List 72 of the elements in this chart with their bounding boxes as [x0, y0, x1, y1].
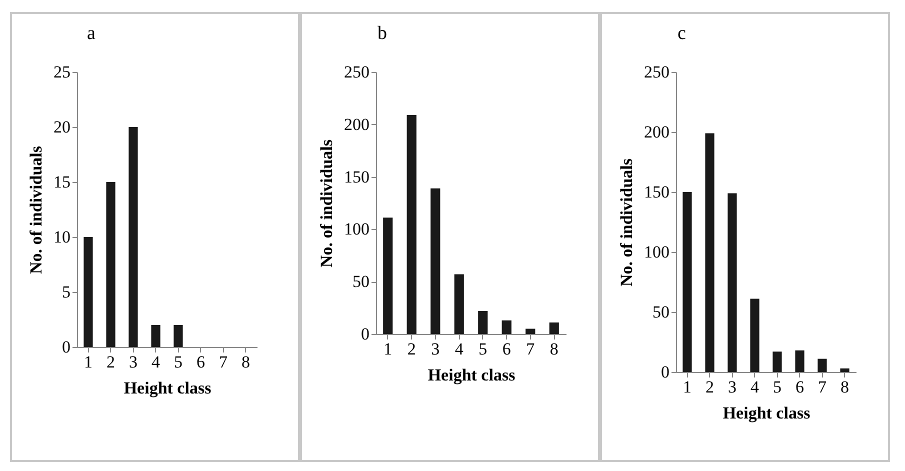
bar	[430, 188, 440, 334]
bar	[478, 310, 488, 334]
y-axis-title: No. of individuals	[317, 139, 336, 268]
x-tick-label: 6	[196, 352, 205, 372]
bar	[84, 237, 93, 347]
x-tick-label: 5	[478, 340, 488, 358]
x-axis-title: Height class	[124, 378, 212, 398]
bar	[705, 133, 714, 372]
x-tick-label: 4	[454, 340, 464, 358]
bar	[502, 320, 512, 334]
x-tick-label: 3	[129, 352, 138, 372]
y-tick-label: 0	[661, 362, 670, 382]
chart-title: b	[378, 23, 387, 44]
x-axis-title: Height class	[722, 404, 811, 422]
x-tick-label: 1	[84, 352, 92, 372]
bar	[750, 298, 760, 372]
y-tick-label: 0	[62, 338, 70, 356]
y-tick-label: 200	[644, 122, 670, 142]
y-tick-label: 0	[361, 324, 370, 344]
bar	[772, 352, 782, 372]
y-tick-label: 250	[644, 62, 670, 82]
y-tick-label: 25	[54, 62, 70, 82]
y-tick-label: 50	[352, 272, 370, 292]
x-tick-label: 4	[152, 352, 160, 372]
x-tick-label: 2	[106, 352, 115, 372]
y-tick-label: 250	[344, 62, 370, 82]
x-tick-label: 7	[818, 378, 827, 396]
x-tick-label: 1	[683, 378, 692, 396]
y-tick-label: 200	[344, 114, 370, 134]
bar	[526, 328, 536, 334]
y-tick-label: 10	[54, 228, 70, 246]
bar	[106, 182, 116, 347]
bar	[728, 193, 737, 372]
y-tick-label: 150	[644, 182, 670, 202]
bar	[406, 114, 416, 334]
y-axis-title: No. of individuals	[617, 158, 636, 287]
y-tick-label: 20	[54, 118, 70, 136]
x-tick-label: 8	[242, 352, 250, 372]
x-tick-label: 5	[773, 378, 782, 396]
bar	[454, 274, 464, 334]
bar	[840, 368, 850, 372]
x-tick-label: 8	[550, 340, 558, 358]
bar	[128, 127, 138, 347]
y-tick-label: 5	[62, 282, 70, 302]
x-tick-label: 7	[219, 352, 228, 372]
chart-title: a	[87, 23, 96, 44]
bar	[795, 350, 804, 372]
y-tick-label: 50	[652, 302, 670, 322]
x-tick-label: 8	[840, 378, 849, 396]
y-tick-label: 150	[344, 167, 370, 186]
y-tick-label: 100	[644, 242, 670, 262]
y-axis-title: No. of individuals	[26, 146, 46, 274]
bar	[174, 325, 183, 347]
x-tick-label: 1	[384, 340, 392, 358]
x-tick-label: 4	[750, 378, 760, 396]
bar	[818, 358, 827, 372]
y-tick-label: 100	[344, 220, 370, 239]
x-tick-label: 7	[526, 340, 536, 358]
x-tick-label: 2	[407, 340, 416, 358]
x-tick-label: 6	[502, 340, 511, 358]
y-tick-label: 15	[54, 172, 70, 192]
x-tick-label: 6	[796, 378, 804, 396]
x-tick-label: 2	[706, 378, 714, 396]
x-tick-label: 3	[728, 378, 736, 396]
chart-title: c	[678, 23, 686, 44]
x-tick-label: 3	[431, 340, 440, 358]
x-axis-title: Height class	[428, 366, 516, 384]
bar	[682, 192, 692, 372]
bar	[383, 218, 393, 334]
bar	[151, 325, 160, 347]
x-tick-label: 5	[174, 352, 182, 372]
bar	[549, 322, 559, 334]
